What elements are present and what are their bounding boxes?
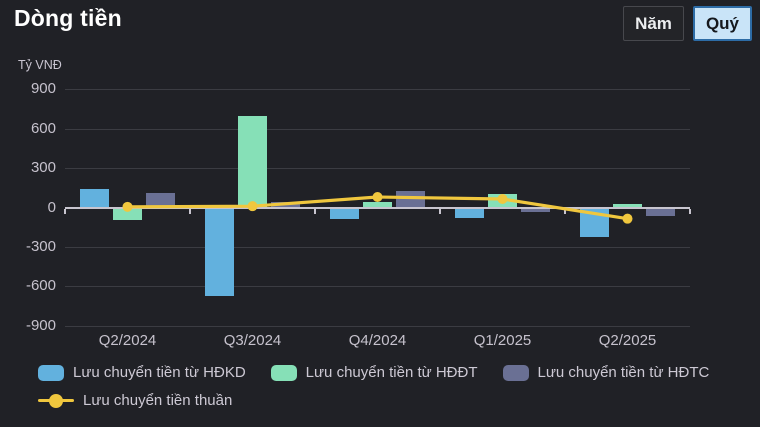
x-axis-tick: [439, 208, 441, 214]
y-tick-label: -300: [25, 237, 56, 255]
bar-series1-q2-2025[interactable]: [580, 208, 609, 237]
gridline: [65, 89, 690, 91]
net-line-point[interactable]: [247, 201, 258, 212]
x-category-label: Q2/2024: [98, 332, 157, 349]
y-tick-label: 600: [30, 119, 56, 137]
legend-swatch-icon: [502, 364, 529, 381]
legend-item-series3[interactable]: Lưu chuyển tiền từ HĐTC: [502, 364, 710, 381]
bar-series3-q2-2025[interactable]: [646, 208, 675, 217]
legend-line-dot-icon: [38, 393, 74, 409]
gridline: [65, 128, 690, 130]
legend-label: Lưu chuyển tiền từ HĐKD: [73, 364, 246, 381]
bar-series3-q1-2025[interactable]: [521, 208, 550, 212]
bar-series3-q4-2024[interactable]: [396, 191, 425, 208]
gridline: [65, 325, 690, 327]
y-tick-label: -900: [25, 316, 56, 334]
x-axis-tick: [564, 208, 566, 214]
legend-row-line: Lưu chuyển tiền thuần: [38, 392, 232, 409]
legend-swatch-icon: [270, 364, 297, 381]
net-line-point[interactable]: [497, 193, 508, 204]
bar-series1-q2-2024[interactable]: [80, 189, 109, 208]
gridline: [65, 246, 690, 248]
y-tick-label: 0: [47, 198, 56, 216]
x-category-label: Q1/2025: [473, 332, 532, 349]
x-category-label: Q4/2024: [348, 332, 407, 349]
legend-item-series1[interactable]: Lưu chuyển tiền từ HĐKD: [38, 364, 246, 381]
bar-series2-q3-2024[interactable]: [238, 115, 267, 208]
legend-row-bars: Lưu chuyển tiền từ HĐKD Lưu chuyển tiền t…: [38, 364, 709, 381]
legend-label: Lưu chuyển tiền từ HĐTC: [537, 364, 710, 381]
y-axis-unit-label: Tỷ VNĐ: [18, 58, 62, 72]
legend-item-series2[interactable]: Lưu chuyển tiền từ HĐĐT: [270, 364, 478, 381]
x-category-label: Q2/2025: [598, 332, 657, 349]
net-line-point[interactable]: [622, 213, 633, 224]
legend-label: Lưu chuyển tiền từ HĐĐT: [305, 364, 478, 381]
gridline: [65, 286, 690, 288]
bar-series3-q2-2024[interactable]: [146, 193, 175, 208]
x-category-label: Q3/2024: [223, 332, 282, 349]
x-axis-tick: [689, 208, 691, 214]
legend-swatch-icon: [38, 364, 64, 381]
legend-item-net[interactable]: Lưu chuyển tiền thuần: [38, 392, 232, 409]
page-title: Dòng tiền: [14, 5, 122, 31]
y-tick-label: 900: [30, 80, 56, 98]
bar-series1-q3-2024[interactable]: [205, 208, 234, 297]
period-toggle: Năm Quý: [623, 6, 752, 41]
period-button-nam[interactable]: Năm: [623, 6, 684, 41]
legend-label: Lưu chuyển tiền thuần: [83, 392, 233, 409]
period-button-quy[interactable]: Quý: [692, 6, 752, 41]
y-tick-label: 300: [30, 159, 56, 177]
net-line-point[interactable]: [372, 191, 383, 202]
bar-series1-q4-2024[interactable]: [330, 208, 359, 219]
bar-series1-q1-2025[interactable]: [455, 208, 484, 219]
x-axis-tick: [314, 208, 316, 214]
gridline: [65, 168, 690, 170]
net-line-point[interactable]: [122, 201, 133, 212]
y-tick-label: -600: [25, 277, 56, 295]
x-axis-tick: [189, 208, 191, 214]
zero-axis-line: [65, 206, 690, 209]
x-axis-tick: [64, 208, 66, 214]
